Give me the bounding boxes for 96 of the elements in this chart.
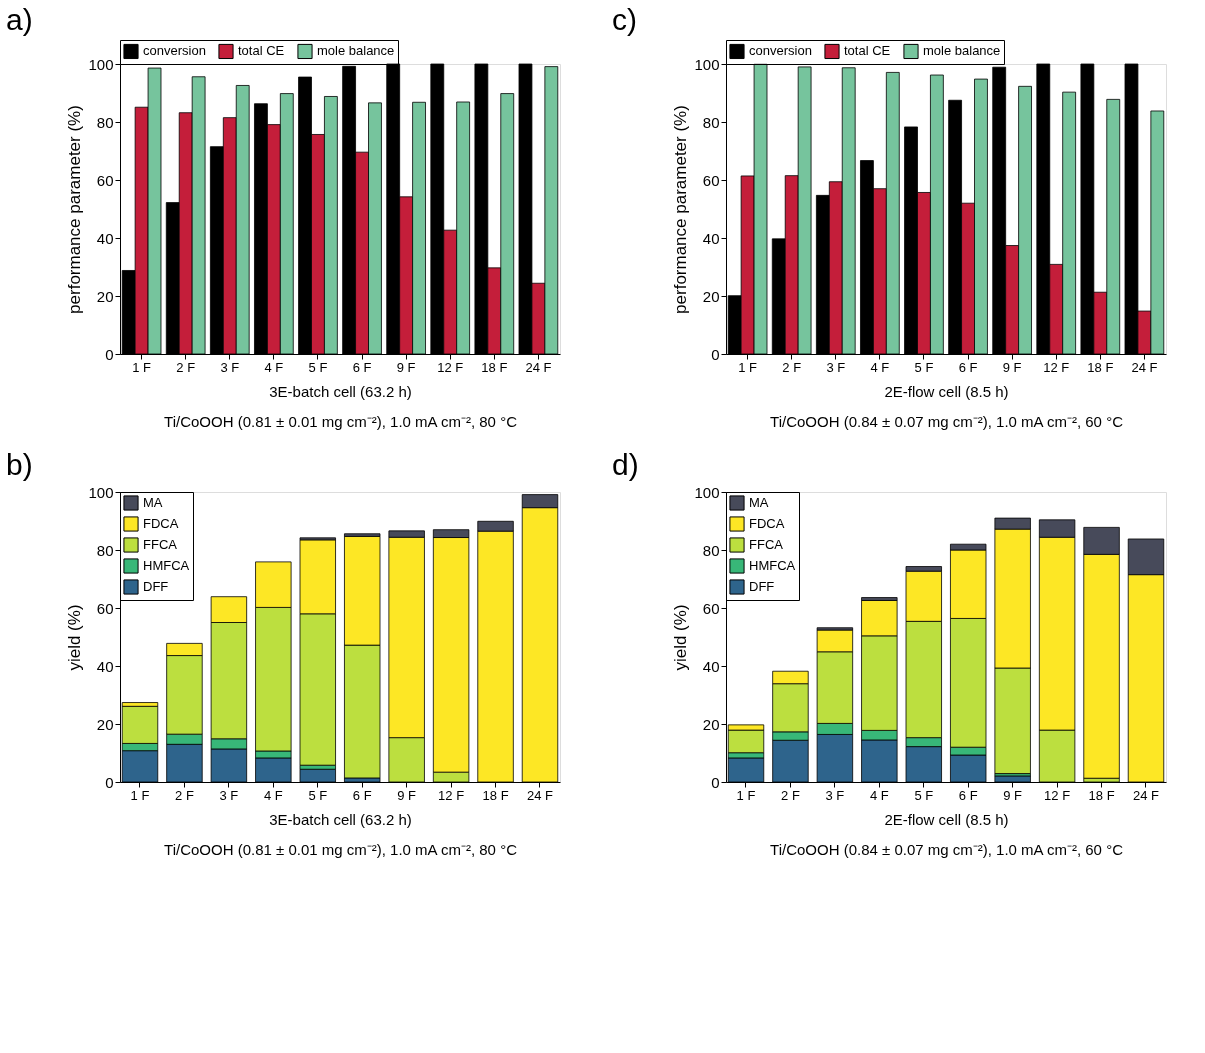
x-tick-label: 6 F (352, 359, 372, 375)
x-tick-label: 12 F (437, 359, 464, 375)
text: Ti/CoOOH (0.84 ± 0.07 mg cm⁻²), 1.0 mA cm⁻², 60 °C (770, 412, 1124, 430)
legend-label: FFCA (143, 537, 178, 552)
y-tick-label: 0 (105, 345, 114, 363)
y-tick-label: 40 (702, 657, 720, 675)
y-tick-label: 0 (711, 773, 720, 791)
legend-label: HMFCA (749, 558, 796, 573)
y-axis-title: performance parameter (%) (65, 105, 85, 314)
legend-label: DFF (143, 579, 169, 594)
y-tick-label: 40 (702, 229, 720, 247)
x-tick-label: 1 F (130, 787, 150, 803)
legend-label: FDCA (143, 516, 179, 531)
legend-label: MA (749, 495, 769, 510)
y-tick-label: 80 (702, 541, 720, 559)
legend-label: mole balance (923, 43, 1001, 59)
legend-label: FFCA (749, 537, 784, 552)
x-tick-label: 18 F (482, 787, 509, 803)
y-tick-label: 100 (88, 483, 114, 501)
y-tick-label: 0 (711, 345, 720, 363)
y-tick-label: 20 (96, 287, 114, 305)
y-tick-label: 40 (96, 229, 114, 247)
x-tick-label: 12 F (438, 787, 465, 803)
legend-label: total CE (238, 43, 285, 59)
text: 2E-flow cell (8.5 h) (884, 810, 1009, 828)
y-tick-label: 100 (694, 483, 720, 501)
y-tick-label: 20 (702, 287, 720, 305)
y-tick-label: 0 (105, 773, 114, 791)
chart-title: d) (611, 448, 639, 481)
y-tick-label: 80 (96, 113, 114, 131)
text: 3E-batch cell (63.2 h) (269, 810, 412, 828)
y-tick-label: 100 (88, 55, 114, 73)
x-tick-label: 5 F (914, 359, 934, 375)
x-tick-label: 24 F (1132, 787, 1160, 803)
x-tick-label: 9 F (1003, 787, 1023, 803)
y-tick-label: 60 (96, 599, 114, 617)
x-tick-label: 5 F (308, 787, 328, 803)
legend-label: conversion (143, 43, 206, 59)
legend-label: MA (143, 495, 163, 510)
x-tick-label: 2 F (176, 359, 196, 375)
x-tick-label: 18 F (1088, 787, 1115, 803)
x-tick-label: 2 F (782, 359, 802, 375)
y-tick-label: 100 (694, 55, 720, 73)
x-tick-label: 2 F (175, 787, 194, 803)
x-tick-label: 1 F (132, 359, 152, 375)
text: 2E-flow cell (8.5 h) (884, 382, 1009, 400)
x-tick-label: 9 F (397, 787, 417, 803)
x-tick-label: 3 F (219, 787, 239, 803)
x-tick-label: 18 F (481, 359, 508, 375)
y-tick-label: 60 (702, 171, 720, 189)
x-tick-label: 18 F (1087, 359, 1114, 375)
legend-label: HMFCA (143, 558, 190, 573)
y-axis-title: yield (%) (65, 604, 85, 671)
y-tick-label: 80 (96, 541, 114, 559)
y-axis-title: performance parameter (%) (671, 105, 691, 314)
chart-title: b) (5, 448, 33, 481)
chart-title: c) (611, 2, 637, 36)
x-tick-label: 9 F (1002, 359, 1022, 375)
x-tick-label: 3 F (220, 359, 240, 375)
x-tick-label: 4 F (869, 787, 889, 803)
legend-label: mole balance (317, 43, 395, 59)
y-tick-label: 40 (96, 657, 114, 675)
x-tick-label: 2 F (781, 787, 800, 803)
x-tick-label: 6 F (958, 359, 978, 375)
text: Ti/CoOOH (0.81 ± 0.01 mg cm⁻²), 1.0 mA cm⁻², 80 °C (164, 840, 518, 858)
y-tick-label: 20 (702, 715, 720, 733)
y-tick-label: 20 (96, 715, 114, 733)
y-axis-title: yield (%) (671, 604, 691, 671)
x-tick-label: 12 F (1044, 787, 1071, 803)
x-tick-label: 4 F (870, 359, 890, 375)
x-tick-label: 24 F (526, 787, 554, 803)
x-tick-label: 4 F (263, 787, 283, 803)
x-tick-label: 1 F (736, 787, 756, 803)
chart-title: a) (5, 2, 33, 36)
x-tick-label: 24 F (1131, 359, 1158, 375)
y-tick-label: 80 (702, 113, 720, 131)
x-tick-label: 1 F (738, 359, 758, 375)
y-tick-label: 60 (702, 599, 720, 617)
x-tick-label: 4 F (264, 359, 284, 375)
legend-label: DFF (749, 579, 775, 594)
text: Ti/CoOOH (0.81 ± 0.01 mg cm⁻²), 1.0 mA cm⁻², 80 °C (164, 412, 518, 430)
text: Ti/CoOOH (0.84 ± 0.07 mg cm⁻²), 1.0 mA cm⁻², 60 °C (770, 840, 1124, 858)
legend-label: conversion (749, 43, 812, 59)
x-tick-label: 12 F (1043, 359, 1070, 375)
text: 3E-batch cell (63.2 h) (269, 382, 412, 400)
y-tick-label: 60 (96, 171, 114, 189)
x-tick-label: 5 F (914, 787, 934, 803)
x-tick-label: 6 F (352, 787, 372, 803)
x-tick-label: 5 F (308, 359, 328, 375)
x-tick-label: 24 F (525, 359, 552, 375)
x-tick-label: 9 F (396, 359, 416, 375)
x-tick-label: 3 F (826, 359, 846, 375)
x-tick-label: 3 F (825, 787, 845, 803)
legend-label: FDCA (749, 516, 785, 531)
x-tick-label: 6 F (958, 787, 978, 803)
legend-label: total CE (844, 43, 891, 59)
